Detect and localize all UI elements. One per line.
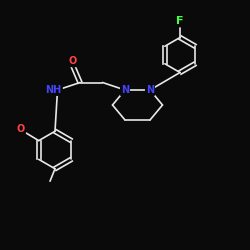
Text: O: O xyxy=(68,56,76,66)
Text: N: N xyxy=(146,85,154,95)
Text: F: F xyxy=(176,16,184,26)
Text: NH: NH xyxy=(46,85,62,95)
Text: N: N xyxy=(121,85,129,95)
Text: O: O xyxy=(17,124,25,134)
